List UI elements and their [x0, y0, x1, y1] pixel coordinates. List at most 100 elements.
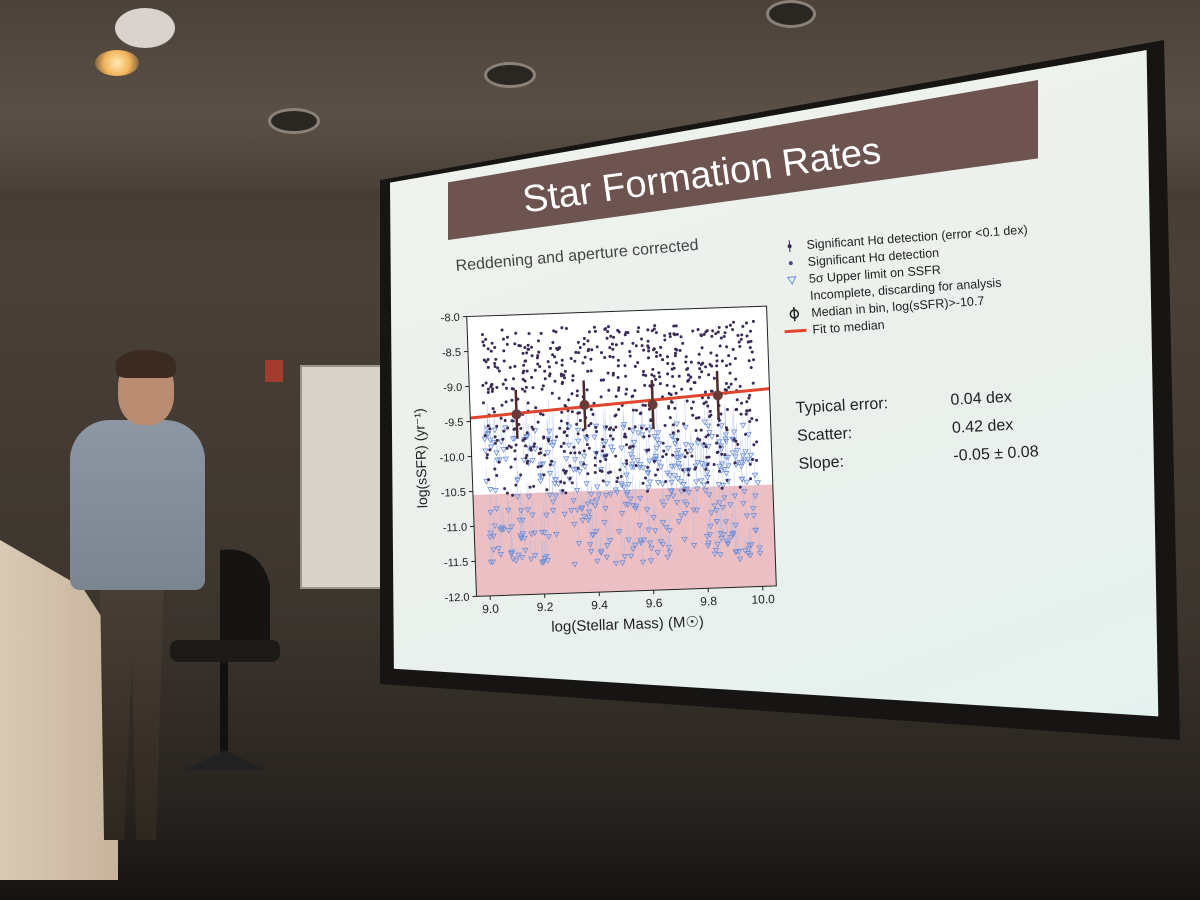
detection-point — [486, 357, 490, 361]
detection-point — [532, 484, 536, 488]
error-bar — [520, 519, 522, 539]
detection-point — [595, 430, 599, 434]
upper-limit-marker — [553, 531, 560, 538]
upper-limit-marker — [490, 547, 497, 554]
upper-limit-marker — [498, 439, 505, 446]
y-axis-label: log(sSFR) (yr⁻¹) — [411, 408, 430, 508]
error-bar — [585, 462, 587, 484]
upper-limit-marker — [638, 432, 646, 439]
legend-marker-icon — [781, 273, 804, 287]
error-bar — [541, 442, 544, 464]
error-bar — [632, 474, 634, 506]
detection-point — [558, 345, 562, 349]
error-bar — [623, 536, 626, 557]
detection-point — [671, 453, 675, 457]
upper-limit-marker — [742, 449, 749, 456]
upper-limit-marker — [493, 506, 500, 513]
detection-point — [536, 420, 540, 424]
upper-limit-marker — [497, 551, 504, 558]
upper-limit-marker — [521, 535, 528, 542]
detection-point — [644, 427, 648, 431]
detection-point — [496, 366, 500, 370]
legend-marker-icon — [784, 327, 807, 335]
error-bar — [500, 509, 503, 530]
error-bar — [567, 414, 570, 446]
error-bar — [510, 525, 513, 553]
upper-limit-marker — [739, 453, 747, 460]
error-bar — [524, 532, 526, 551]
error-bar — [729, 476, 731, 505]
detection-point — [633, 425, 637, 429]
detection-point — [669, 393, 673, 397]
upper-limit-marker — [681, 499, 688, 506]
detection-point — [642, 435, 646, 439]
upper-limit-marker — [509, 436, 517, 443]
detection-point — [631, 341, 635, 345]
detection-point — [481, 340, 485, 344]
detection-point — [683, 455, 687, 459]
upper-limit-marker — [738, 476, 746, 483]
detection-point — [654, 473, 658, 477]
y-tick-label: -11.0 — [443, 522, 468, 535]
error-bar — [595, 457, 598, 487]
upper-limit-marker — [741, 488, 748, 495]
detection-point — [604, 425, 608, 429]
detection-point — [656, 468, 660, 472]
detection-point — [489, 349, 493, 353]
detection-point — [595, 345, 599, 349]
detection-point — [537, 350, 541, 354]
detection-point — [542, 473, 546, 477]
detection-point — [675, 332, 679, 336]
upper-limit-marker — [490, 533, 497, 540]
detection-point — [562, 430, 566, 434]
upper-limit-marker — [637, 537, 644, 544]
error-bar — [488, 513, 491, 538]
upper-limit-marker — [664, 495, 672, 502]
detection-point — [576, 466, 580, 470]
ceiling-projector-mount — [115, 8, 175, 48]
detection-point — [746, 340, 750, 344]
upper-limit-marker — [487, 509, 494, 516]
detection-point — [486, 365, 490, 369]
detection-point — [551, 353, 555, 357]
error-bar — [724, 496, 727, 522]
detection-point — [522, 363, 526, 367]
upper-limit-marker — [645, 527, 652, 534]
detection-point — [727, 385, 731, 389]
error-bar — [523, 513, 525, 539]
detection-point — [704, 467, 708, 471]
upper-limit-marker — [545, 534, 552, 540]
error-bar — [592, 513, 594, 536]
detection-point — [694, 416, 698, 420]
upper-limit-marker — [659, 481, 666, 488]
error-bar — [565, 436, 567, 459]
detection-point — [723, 388, 727, 392]
detection-point — [486, 387, 490, 391]
detection-point — [542, 435, 546, 439]
detection-point — [659, 345, 663, 349]
upper-limit-marker — [612, 487, 619, 494]
detection-point — [707, 396, 711, 400]
upper-limit-marker — [706, 532, 714, 539]
error-bar — [586, 480, 589, 504]
error-bar — [733, 406, 735, 432]
detection-point — [570, 392, 574, 396]
upper-limit-marker — [583, 481, 590, 488]
error-bar — [631, 398, 634, 431]
detection-point — [628, 445, 632, 449]
detection-point — [675, 348, 679, 352]
upper-limit-marker — [541, 555, 549, 562]
error-bar — [576, 482, 578, 511]
detection-point — [671, 423, 675, 427]
error-bar — [749, 446, 751, 462]
detection-point — [617, 388, 621, 392]
ssfr-scatter-chart: 9.0 9.2 9.4 9.6 9.8 10.0 -8.0 -8.5 -9.0 -9.5 -10.0… — [411, 305, 777, 636]
detection-point — [614, 343, 618, 347]
detection-point — [527, 332, 531, 336]
upper-limit-marker — [549, 443, 556, 449]
legend-item: Significant Hα detection (error <0.1 dex… — [778, 216, 1098, 255]
stat-label: Slope: — [798, 453, 845, 473]
detection-point — [686, 468, 690, 472]
detection-point — [576, 432, 580, 436]
upper-limit-marker — [588, 499, 596, 506]
